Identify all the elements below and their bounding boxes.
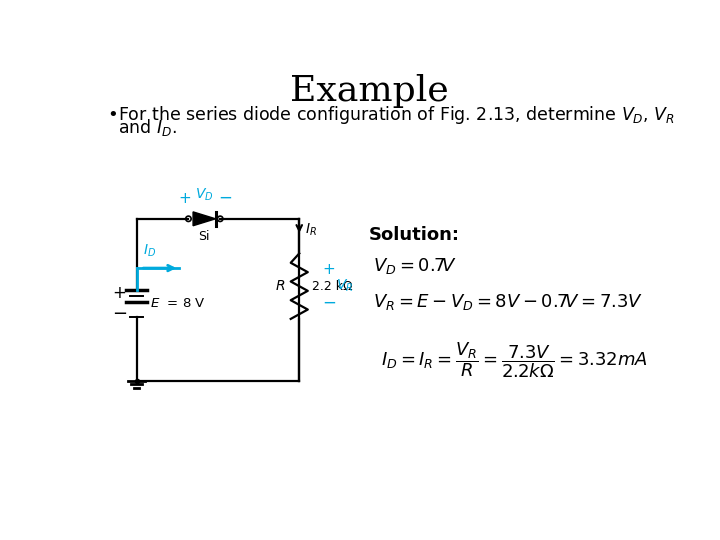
Text: $V_R = E - V_D = 8V - 0.7V = 7.3V$: $V_R = E - V_D = 8V - 0.7V = 7.3V$	[373, 292, 643, 312]
Text: $V_D$: $V_D$	[195, 187, 214, 204]
Text: Solution:: Solution:	[369, 226, 460, 245]
Text: $I_D$: $I_D$	[143, 242, 156, 259]
Text: +: +	[323, 262, 335, 276]
Polygon shape	[193, 212, 215, 226]
Text: −: −	[322, 294, 336, 312]
Text: Example: Example	[289, 74, 449, 108]
Text: 2.2 kΩ: 2.2 kΩ	[312, 280, 352, 293]
Text: +: +	[112, 284, 127, 302]
Text: $R$: $R$	[275, 279, 285, 293]
Text: $V_D = 0.7V$: $V_D = 0.7V$	[373, 256, 457, 276]
Text: •: •	[107, 106, 118, 124]
Text: +: +	[178, 192, 191, 206]
Text: $I_D = I_R = \dfrac{V_R}{R} = \dfrac{7.3V}{2.2k\Omega} = 3.32mA$: $I_D = I_R = \dfrac{V_R}{R} = \dfrac{7.3…	[381, 340, 647, 380]
Text: $I_R$: $I_R$	[305, 221, 317, 238]
Text: $V_R$: $V_R$	[336, 278, 354, 294]
Text: $E$  = 8 V: $E$ = 8 V	[150, 297, 206, 310]
Text: For the series diode configuration of Fig. 2.13, determine $V_D$, $V_R$: For the series diode configuration of Fi…	[118, 104, 675, 126]
Text: −: −	[219, 188, 233, 206]
Text: −: −	[112, 305, 127, 323]
Text: Si: Si	[199, 230, 210, 242]
Text: and $I_D$.: and $I_D$.	[118, 117, 176, 138]
